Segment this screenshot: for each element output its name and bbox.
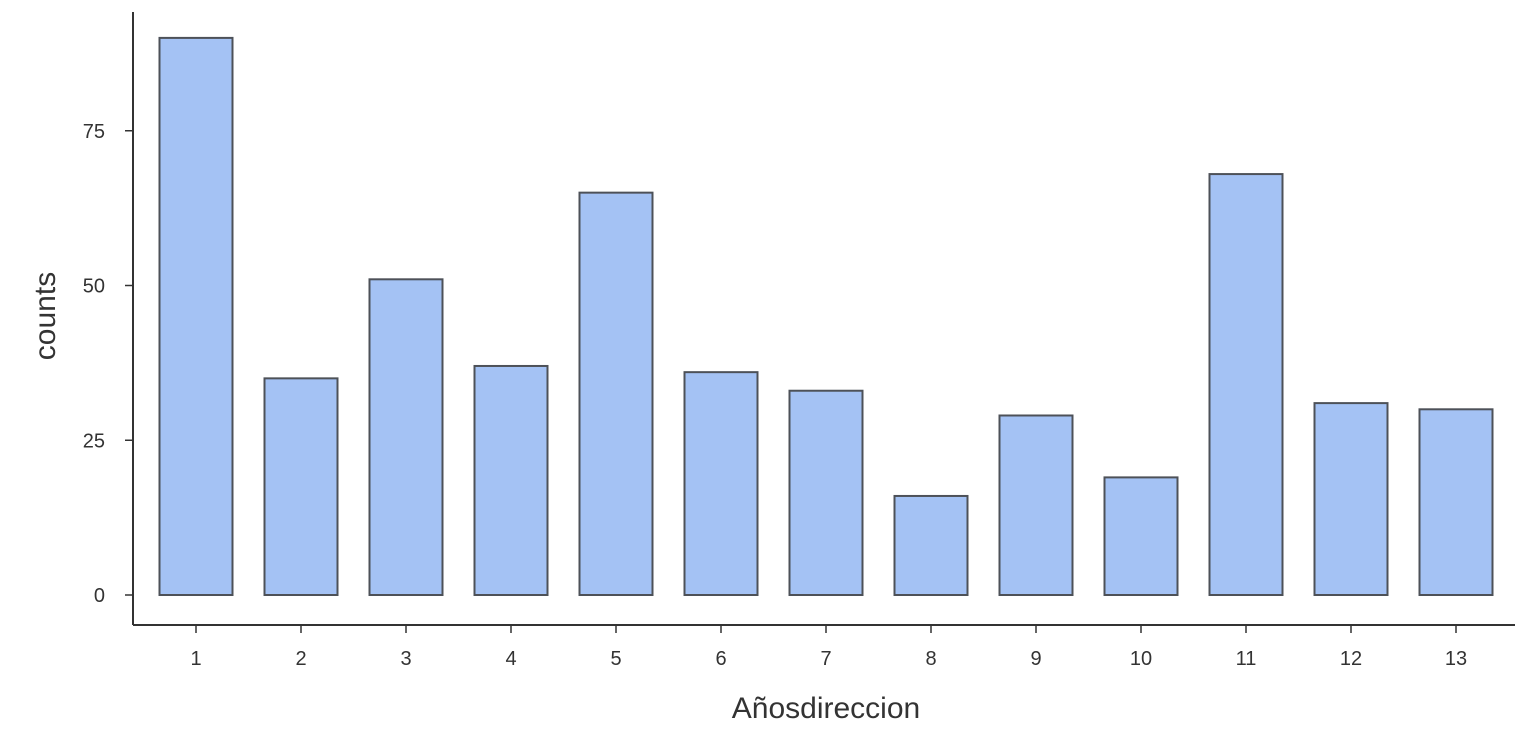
bar-10 xyxy=(1103,476,1179,597)
bar-5 xyxy=(578,191,654,596)
x-tick-label: 3 xyxy=(400,648,411,670)
x-tick-label: 7 xyxy=(820,648,831,670)
bars-layer xyxy=(158,36,1494,597)
bar-6 xyxy=(683,371,759,596)
x-tick-label: 8 xyxy=(925,648,936,670)
x-tick-label: 2 xyxy=(295,648,306,670)
axes-layer xyxy=(132,12,1515,626)
y-axis-title: counts xyxy=(29,272,62,360)
x-tick-label: 13 xyxy=(1445,648,1467,670)
y-ticks: 0 25 50 75 xyxy=(83,121,133,607)
bar-7 xyxy=(788,389,864,597)
x-tick-label: 5 xyxy=(610,648,621,670)
bar-11 xyxy=(1208,173,1284,597)
bar-12 xyxy=(1313,402,1389,596)
x-tick-label: 11 xyxy=(1236,648,1257,670)
y-tick-label: 25 xyxy=(83,430,105,452)
x-tick-label: 12 xyxy=(1340,648,1362,670)
y-tick-label: 50 xyxy=(83,276,105,298)
bar-13 xyxy=(1418,408,1494,596)
y-tick-label: 0 xyxy=(94,585,105,607)
x-tick-label: 4 xyxy=(505,648,516,670)
x-tick-label: 10 xyxy=(1130,648,1152,670)
x-axis-title: Añosdireccion xyxy=(732,692,920,725)
bar-2 xyxy=(263,377,339,596)
bar-1 xyxy=(158,36,234,596)
bar-4 xyxy=(473,364,549,596)
y-tick-label: 75 xyxy=(83,121,105,143)
x-tick-label: 6 xyxy=(715,648,726,670)
bar-8 xyxy=(893,494,969,596)
bar-3 xyxy=(368,278,444,596)
x-tick-label: 9 xyxy=(1030,648,1041,670)
x-ticks: 1 2 3 4 5 6 7 8 9 10 11 12 13 xyxy=(190,625,1467,670)
bar-9 xyxy=(998,414,1074,596)
x-tick-label: 1 xyxy=(190,648,201,670)
